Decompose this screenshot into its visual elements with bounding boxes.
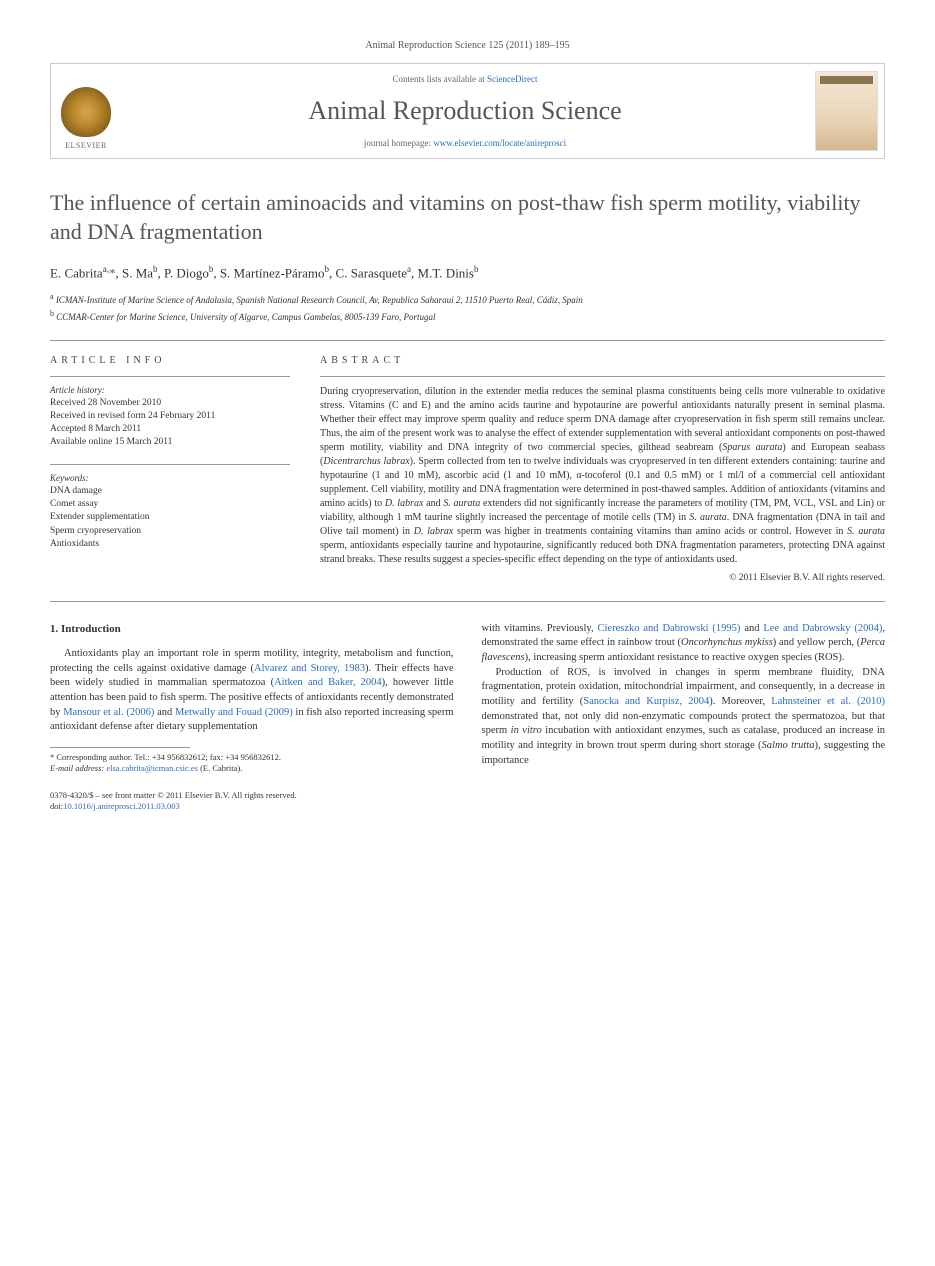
affil-text: CCMAR-Center for Marine Science, Univers… xyxy=(56,312,435,322)
info-underline xyxy=(50,464,290,465)
cover-image xyxy=(815,71,878,151)
keyword: Sperm cryopreservation xyxy=(50,525,290,538)
homepage-prefix: journal homepage: xyxy=(364,138,433,148)
ref-link[interactable]: Sanocka and Kurpisz, 2004 xyxy=(583,696,709,707)
keyword: DNA damage xyxy=(50,485,290,498)
article-info-heading: ARTICLE INFO xyxy=(50,355,290,366)
abstract-heading: ABSTRACT xyxy=(320,355,885,366)
sciencedirect-link[interactable]: ScienceDirect xyxy=(487,74,537,84)
page-footer: 0378-4320/$ – see front matter © 2011 El… xyxy=(50,790,885,812)
affiliation-a: a ICMAN-Institute of Marine Science of A… xyxy=(50,292,885,305)
article-info-column: ARTICLE INFO Article history: Received 2… xyxy=(50,355,290,583)
keyword: Antioxidants xyxy=(50,538,290,551)
keyword: Extender supplementation xyxy=(50,511,290,524)
ref-link[interactable]: Alvarez and Storey, 1983 xyxy=(254,663,365,674)
doi-line: doi:10.1016/j.anireprosci.2011.03.003 xyxy=(50,801,885,812)
doi-prefix: doi: xyxy=(50,801,63,811)
divider-line xyxy=(50,340,885,341)
ref-link[interactable]: Lee and Dabrowsky (2004) xyxy=(763,623,882,634)
ref-link[interactable]: Mansour et al. (2006) xyxy=(63,707,154,718)
introduction-section: 1. Introduction Antioxidants play an imp… xyxy=(50,622,885,775)
ref-link[interactable]: Aitken and Baker, 2004 xyxy=(274,677,382,688)
email-suffix: (E. Cabrita). xyxy=(198,763,242,773)
elsevier-tree-icon xyxy=(61,87,111,137)
affiliation-b: b CCMAR-Center for Marine Science, Unive… xyxy=(50,309,885,322)
abstract-text: During cryopreservation, dilution in the… xyxy=(320,385,885,567)
email-label: E-mail address: xyxy=(50,763,104,773)
corr-email-line: E-mail address: elsa.cabrita@icman.csic.… xyxy=(50,763,454,774)
corr-author-line: * Corresponding author. Tel.: +34 956832… xyxy=(50,752,454,763)
abstract-copyright: © 2011 Elsevier B.V. All rights reserved… xyxy=(320,573,885,583)
abstract-column: ABSTRACT During cryopreservation, diluti… xyxy=(320,355,885,583)
species-name: Oncorhynchus mykiss xyxy=(681,637,773,648)
affil-text: ICMAN-Institute of Marine Science of And… xyxy=(56,295,583,305)
contents-line: Contents lists available at ScienceDirec… xyxy=(121,74,809,84)
journal-cover-thumb xyxy=(809,64,884,158)
homepage-link[interactable]: www.elsevier.com/locate/anireprosci xyxy=(433,138,566,148)
history-accepted: Accepted 8 March 2011 xyxy=(50,423,290,436)
body-two-columns: 1. Introduction Antioxidants play an imp… xyxy=(50,622,885,775)
front-matter-line: 0378-4320/$ – see front matter © 2011 El… xyxy=(50,790,885,801)
corresponding-author-footnote: * Corresponding author. Tel.: +34 956832… xyxy=(50,752,454,774)
keywords-subhead: Keywords: xyxy=(50,473,290,483)
italic-term: in vitro xyxy=(511,725,542,736)
page-container: Animal Reproduction Science 125 (2011) 1… xyxy=(0,0,935,852)
intro-para-2: with vitamins. Previously, Ciereszko and… xyxy=(482,622,886,666)
article-title: The influence of certain aminoacids and … xyxy=(50,189,885,246)
history-subhead: Article history: xyxy=(50,385,290,395)
abstract-underline xyxy=(320,376,885,377)
history-revised: Received in revised form 24 February 201… xyxy=(50,410,290,423)
ref-link[interactable]: Ciereszko and Dabrowski (1995) xyxy=(598,623,741,634)
author-list: E. Cabritaa,*, S. Mab, P. Diogob, S. Mar… xyxy=(50,264,885,281)
keyword: Comet assay xyxy=(50,498,290,511)
doi-link[interactable]: 10.1016/j.anireprosci.2011.03.003 xyxy=(63,801,180,811)
history-received: Received 28 November 2010 xyxy=(50,397,290,410)
affil-marker: a xyxy=(50,292,54,301)
footnote-rule xyxy=(50,747,190,748)
homepage-line: journal homepage: www.elsevier.com/locat… xyxy=(121,138,809,148)
elsevier-label: ELSEVIER xyxy=(65,141,107,150)
history-online: Available online 15 March 2011 xyxy=(50,436,290,449)
journal-header-box: ELSEVIER Contents lists available at Sci… xyxy=(50,63,885,159)
info-abstract-row: ARTICLE INFO Article history: Received 2… xyxy=(50,355,885,583)
running-head-citation: Animal Reproduction Science 125 (2011) 1… xyxy=(50,40,885,51)
intro-para-3: Production of ROS, is involved in change… xyxy=(482,666,886,769)
article-history-block: Article history: Received 28 November 20… xyxy=(50,385,290,450)
intro-heading: 1. Introduction xyxy=(50,622,454,637)
intro-para-1: Antioxidants play an important role in s… xyxy=(50,647,454,735)
email-link[interactable]: elsa.cabrita@icman.csic.es xyxy=(106,763,198,773)
contents-prefix: Contents lists available at xyxy=(393,74,487,84)
divider-line xyxy=(50,601,885,602)
affil-marker: b xyxy=(50,309,54,318)
keywords-block: Keywords: DNA damage Comet assay Extende… xyxy=(50,473,290,551)
info-underline xyxy=(50,376,290,377)
journal-name: Animal Reproduction Science xyxy=(121,96,809,126)
ref-link[interactable]: Lahnsteiner et al. (2010) xyxy=(771,696,885,707)
species-name: Salmo trutta xyxy=(762,740,815,751)
elsevier-logo: ELSEVIER xyxy=(51,64,121,158)
affiliations-block: a ICMAN-Institute of Marine Science of A… xyxy=(50,292,885,322)
journal-center: Contents lists available at ScienceDirec… xyxy=(121,64,809,158)
ref-link[interactable]: Metwally and Fouad (2009) xyxy=(175,707,293,718)
